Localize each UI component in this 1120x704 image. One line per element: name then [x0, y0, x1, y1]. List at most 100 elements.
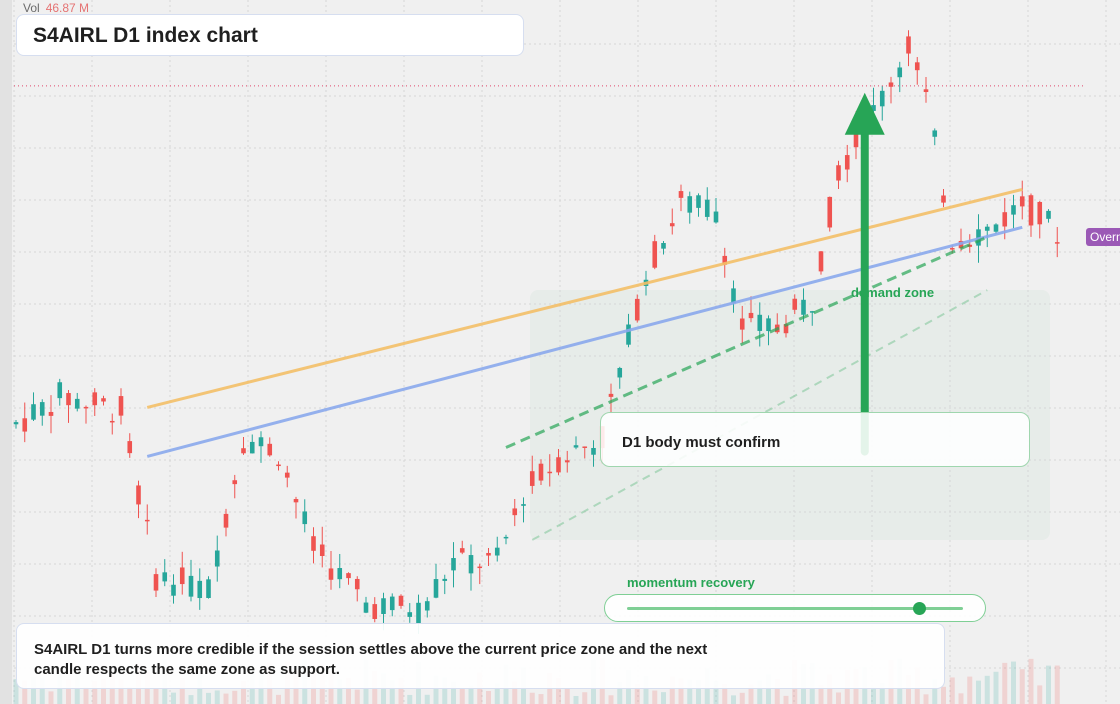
candle-body: [13, 422, 19, 425]
volume-bar: [564, 687, 570, 704]
volume-bar: [241, 680, 246, 704]
candle-body: [556, 457, 561, 473]
candle-body: [696, 195, 701, 208]
candle-body: [101, 398, 106, 402]
volume-bar: [214, 690, 220, 704]
volume-bar: [573, 695, 579, 704]
volume-bar: [538, 694, 544, 704]
candle-body: [766, 318, 771, 332]
candle-body: [381, 598, 386, 614]
candle-body: [1019, 196, 1025, 207]
candle-body: [547, 471, 553, 474]
volume-bar: [1054, 665, 1060, 704]
volume-bar: [529, 692, 535, 704]
volume-bar: [442, 677, 448, 704]
candle-body: [171, 584, 176, 596]
volume-bar: [984, 675, 990, 704]
overnight-price-tag: Overnight: [1086, 228, 1120, 246]
candle-body: [792, 298, 798, 310]
trend-line: [505, 235, 988, 449]
candle-body: [1046, 210, 1051, 219]
volume-bar: [57, 675, 63, 704]
candle-body: [153, 574, 159, 591]
candle-body: [144, 519, 150, 522]
candle-body: [118, 396, 124, 416]
volume-bar: [188, 695, 194, 704]
volume-label: Vol: [23, 1, 40, 15]
volume-bar: [582, 692, 588, 704]
candle-body: [582, 446, 588, 448]
volume-bar: [179, 678, 185, 704]
volume-bar: [512, 681, 518, 704]
volume-bar: [39, 677, 45, 704]
volume-bar: [48, 691, 54, 704]
candle-body: [319, 544, 325, 557]
candle-body: [687, 196, 693, 213]
volume-bar: [836, 692, 841, 704]
candle-body: [48, 411, 54, 416]
candle-body: [678, 191, 684, 198]
trend-line: [146, 187, 1023, 409]
volume-bar: [766, 674, 771, 704]
volume-bar: [101, 678, 106, 704]
candle-body: [451, 558, 456, 571]
candle-body: [486, 552, 491, 556]
candle-body: [591, 447, 596, 455]
candle-body: [188, 575, 194, 597]
candle-body: [284, 472, 290, 478]
candle-body: [783, 324, 789, 334]
candle-body: [731, 288, 736, 303]
candle-body: [346, 573, 351, 579]
candle-body: [529, 471, 535, 486]
candle-body: [809, 311, 815, 313]
candle-body: [372, 604, 378, 619]
candle-body: [267, 443, 273, 456]
momentum-slider[interactable]: [604, 594, 986, 622]
candle-body: [22, 418, 28, 432]
momentum-slider-thumb[interactable]: [913, 602, 927, 615]
volume-bar: [643, 675, 649, 704]
candle-body: [293, 499, 299, 503]
volume-bar: [13, 679, 19, 704]
volume-bar: [818, 684, 824, 704]
candle-body: [424, 601, 430, 611]
demand-arrow: [844, 92, 885, 456]
candle-body: [136, 485, 141, 505]
arrow-head: [844, 92, 885, 135]
candle-body: [652, 241, 658, 268]
candle-body: [914, 62, 920, 71]
candle-body: [713, 211, 719, 223]
candle-body: [897, 67, 903, 78]
volume-bar: [92, 680, 98, 704]
candle-body: [748, 312, 754, 319]
volume-bar: [494, 683, 500, 704]
candle-body: [459, 548, 465, 553]
volume-bar: [468, 685, 474, 704]
volume-bar: [66, 679, 71, 704]
candle-body: [206, 579, 211, 598]
candle-body: [617, 367, 623, 378]
volume-bar: [661, 692, 666, 704]
volume-bar: [232, 690, 238, 704]
volume-bar: [171, 692, 176, 704]
candle-body: [871, 105, 876, 111]
volume-bar: [722, 683, 728, 704]
volume-bar: [731, 695, 736, 704]
candle-body: [836, 165, 841, 181]
candle-body: [1054, 242, 1060, 244]
volume-bar: [486, 690, 491, 704]
candle-body: [521, 504, 526, 506]
candle-body: [564, 460, 570, 463]
candle-body: [1002, 212, 1008, 227]
volume-bar: [1011, 661, 1016, 704]
candle-body: [223, 513, 229, 528]
volume-bar: [941, 686, 946, 704]
candle-body: [923, 89, 929, 93]
candle-body: [704, 199, 710, 217]
volume-bar: [1037, 685, 1043, 704]
volume-bar: [748, 684, 754, 704]
candle-body: [311, 536, 316, 551]
volume-bar: [757, 680, 763, 704]
volume-bar: [976, 680, 981, 704]
volume-bar: [407, 694, 413, 704]
